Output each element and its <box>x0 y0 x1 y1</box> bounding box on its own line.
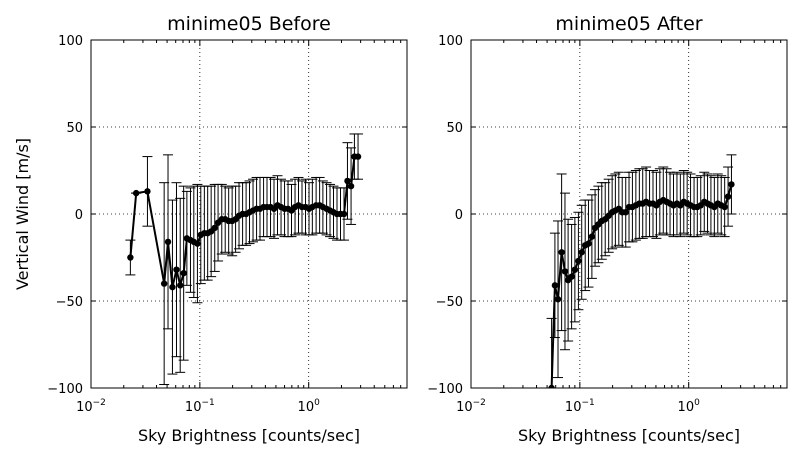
y-tick-label: 50 <box>446 121 463 136</box>
data-point <box>728 181 735 188</box>
x-axis-label: Sky Brightness [counts/sec] <box>138 426 360 445</box>
chart-panel-before: −100 −50 0 50 100 10−2 10−1 100 minime05 Before… <box>47 13 408 445</box>
data-point <box>554 296 562 303</box>
data-point <box>721 203 728 211</box>
y-tick-label: −50 <box>436 295 463 310</box>
x-tick-label: 100 <box>678 398 701 415</box>
data-point <box>169 283 176 291</box>
x-tick-label: 100 <box>298 398 321 415</box>
chart-title: minime05 Before <box>167 13 331 35</box>
axis-ticks: −100 −50 0 50 100 10−2 10−1 100 <box>427 34 787 415</box>
y-tick-label: 0 <box>75 208 83 223</box>
data-point <box>622 209 629 216</box>
data-point <box>548 384 555 388</box>
x-tick-label: 10−1 <box>185 398 215 415</box>
data-point <box>177 282 184 289</box>
data-point <box>575 257 582 265</box>
x-tick-label: 10−2 <box>456 398 486 415</box>
axis-ticks: −100 −50 0 50 100 10−2 10−1 100 <box>47 34 407 415</box>
data-point <box>558 249 565 256</box>
data-point <box>180 269 187 277</box>
x-axis-label: Sky Brightness [counts/sec] <box>518 426 740 445</box>
data-point <box>340 210 348 218</box>
data-point <box>724 193 732 200</box>
data-point <box>127 254 134 261</box>
data-point <box>132 189 140 197</box>
series-clip-group <box>546 154 737 388</box>
data-point <box>588 233 596 240</box>
data-point <box>144 188 151 195</box>
data-point <box>173 266 180 273</box>
data-point <box>160 280 168 287</box>
grid-lines <box>91 40 407 388</box>
data-point <box>578 249 585 256</box>
y-tick-label: −100 <box>427 382 463 397</box>
y-tick-label: −100 <box>47 382 83 397</box>
y-tick-label: 100 <box>58 34 83 49</box>
data-point <box>568 273 575 280</box>
grid-lines <box>471 40 787 388</box>
data-point <box>164 238 172 246</box>
data-point <box>211 224 218 232</box>
data-point <box>347 182 355 190</box>
data-point <box>194 240 201 247</box>
data-series <box>546 154 737 388</box>
data-point <box>551 282 559 289</box>
data-series <box>125 133 364 386</box>
y-tick-label: 0 <box>455 208 463 223</box>
y-tick-label: 50 <box>66 121 83 136</box>
x-tick-label: 10−2 <box>76 398 106 415</box>
series-clip-group <box>125 133 364 386</box>
chart-title: minime05 After <box>555 13 702 35</box>
shared-y-axis-label: Vertical Wind [m/s] <box>13 138 32 290</box>
x-tick-label: 10−1 <box>565 398 595 415</box>
data-point <box>354 153 362 160</box>
data-point <box>561 268 569 275</box>
y-tick-label: 100 <box>438 34 463 49</box>
y-tick-label: −50 <box>56 295 83 310</box>
data-point <box>571 266 579 273</box>
data-point <box>585 240 592 247</box>
data-point <box>344 177 351 185</box>
